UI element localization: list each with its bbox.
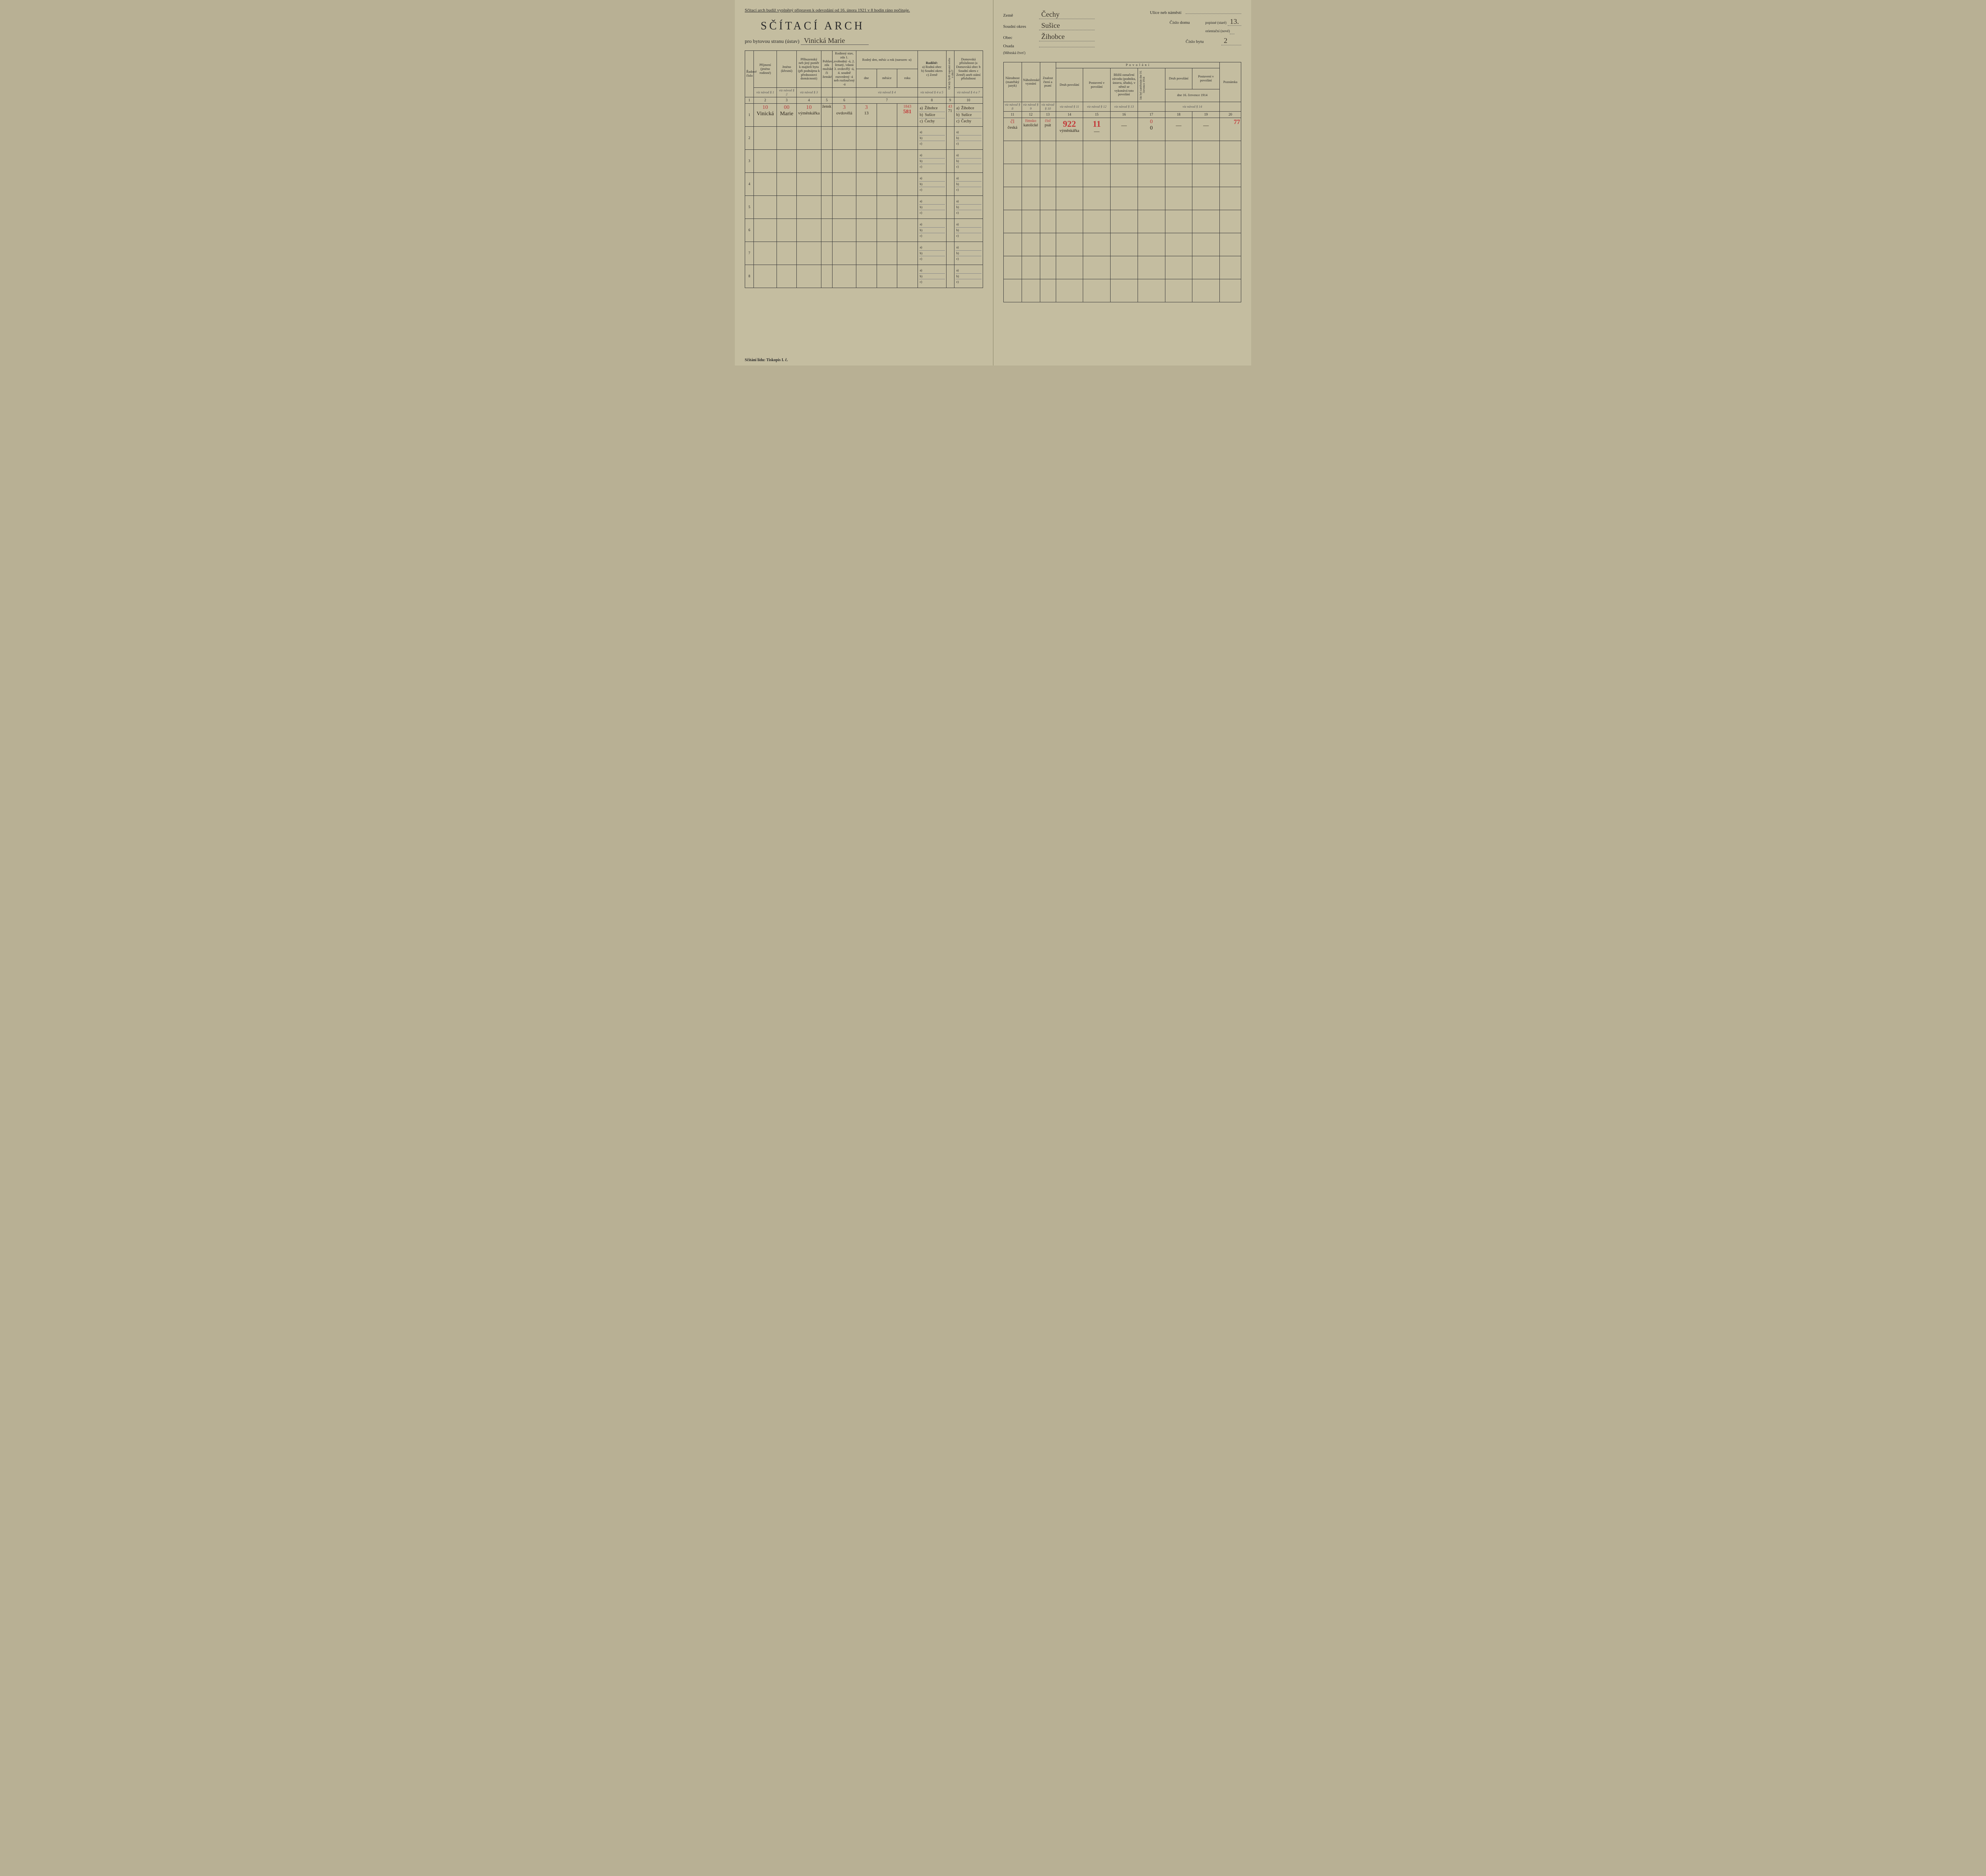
h-marital: Rodinný stav, zda 1. svobodný -á, 2. žen…	[833, 51, 856, 88]
viz-3: viz návod § 2	[777, 87, 797, 97]
h-note: Poznámka	[1220, 62, 1241, 102]
colnum-9: 9	[946, 97, 954, 103]
h-day: dne	[856, 69, 877, 87]
meta-popisne: 13.	[1228, 17, 1242, 26]
subtitle: pro bytovou stranu (ústav) Vinická Marie	[745, 37, 983, 45]
table-row: 1 10 Vinická 00 Marie	[745, 103, 983, 126]
top-instruction: Sčítací arch budiž vyplněný připraven k …	[745, 8, 983, 13]
right-page: ZeměČechy Soudní okresSušice ObecŽihobce…	[993, 0, 1252, 366]
cell-c19: —	[1192, 118, 1220, 141]
colnum-2: 2	[754, 97, 777, 103]
h-occ-pos: Postavení v povolání	[1083, 68, 1111, 102]
h-domicile: Domovská příslušnost (a Domovská obec b …	[954, 51, 983, 88]
cell-month	[877, 103, 897, 126]
h-1914-sub: dne 16. července 1914	[1165, 89, 1220, 102]
h-year: roku	[897, 69, 918, 87]
cell-home: a) Žihobce b) Sušice c) Čechy	[954, 103, 983, 126]
cell-pos: 11 —	[1083, 118, 1111, 141]
cell-sex: žensk	[821, 103, 833, 126]
viz-8: viz návod § 4 a 5	[918, 87, 946, 97]
cell-c16: —	[1111, 118, 1138, 141]
table-row	[1003, 279, 1241, 302]
meta-zeme: Čechy	[1039, 10, 1095, 19]
cell-relation: 10 výměnkářka	[797, 103, 821, 126]
table-row: 3 a)b)c) a)b)c)	[745, 149, 983, 172]
h-occ-place: Bližší označení závodu (podniku, ústavu,…	[1111, 68, 1138, 102]
meta-orientacni	[1230, 26, 1234, 34]
subtitle-value: Vinická Marie	[801, 37, 869, 45]
subtitle-prefix: pro bytovou stranu (ústav)	[745, 38, 800, 44]
table-row	[1003, 187, 1241, 210]
colnum-10: 10	[954, 97, 983, 103]
h-nationality: Národnost (mateřský jazyk)	[1003, 62, 1022, 102]
table-row: čl česká římsko katolické čísf psá	[1003, 118, 1241, 141]
cell-c18: —	[1165, 118, 1192, 141]
cell-year: 1843 581	[897, 103, 918, 126]
table-row: 5 a)b)c) a)b)c)	[745, 195, 983, 219]
h-religion: Náboženské vyznání	[1022, 62, 1040, 102]
h-occ-type: Druh povolání	[1056, 68, 1083, 102]
table-row	[1003, 256, 1241, 279]
cell-c17: 0 0	[1138, 118, 1165, 141]
h-occupation-group: P o v o l á n í	[1056, 62, 1220, 68]
colnum-7: 7	[856, 97, 918, 103]
cell-occ: 922 výměnkářka	[1056, 118, 1083, 141]
table-row	[1003, 164, 1241, 187]
viz-10: viz návod § 4 a 7	[954, 87, 983, 97]
h-firstname: Jméno (křestní)	[777, 51, 797, 88]
meta-soudni: Sušice	[1039, 21, 1095, 30]
viz-2: viz návod § 1	[754, 87, 777, 97]
h-surname: Příjmení (jméno rodinné)	[754, 51, 777, 88]
viz-4: viz návod § 3	[797, 87, 821, 97]
table-row	[1003, 210, 1241, 233]
colnum-3: 3	[777, 97, 797, 103]
viz-7: viz návod § 4	[856, 87, 918, 97]
meta-obec: Žihobce	[1039, 33, 1095, 41]
document-title: SČÍTACÍ ARCH	[761, 20, 983, 33]
census-table-left: Řadové číslo Příjmení (jméno rodinné) Jm…	[745, 50, 983, 288]
h-birthdate: Rodný den, měsíc a rok (narozen -a)	[856, 51, 918, 69]
table-row: 4 a)b)c) a)b)c)	[745, 172, 983, 195]
table-row: 7 a)b)c) a)b)c)	[745, 242, 983, 265]
cell-note: 77	[1220, 118, 1241, 141]
cell-nat: čl česká	[1003, 118, 1022, 141]
colnum-4: 4	[797, 97, 821, 103]
h-relation: Příbuzenský neb jiný poměr k majiteli by…	[797, 51, 821, 88]
cell-lit: čísf psát	[1040, 118, 1056, 141]
table-row: 8 a)b)c) a)b)c)	[745, 265, 983, 288]
cell-firstname: 00 Marie	[777, 103, 797, 126]
h-birthplace: Rodiště: a) Rodná obec b) Soudní okres c…	[918, 51, 946, 88]
table-row	[1003, 233, 1241, 256]
cell-marital: 3 ovdovělá	[833, 103, 856, 126]
h-month: měsíce	[877, 69, 897, 87]
table-row	[1003, 141, 1241, 164]
cell-since: 43 71	[946, 103, 954, 126]
cell-rel: římsko katolické	[1022, 118, 1040, 141]
colnum-6: 6	[833, 97, 856, 103]
colnum-1: 1	[745, 97, 754, 103]
h-occ2-pos: Postavení v povolání	[1192, 68, 1220, 89]
cell-day: 3 13	[856, 103, 877, 126]
colnum-8: 8	[918, 97, 946, 103]
meta-block: ZeměČechy Soudní okresSušice ObecŽihobce…	[1003, 8, 1242, 57]
h-occ2-type: Druh povolání	[1165, 68, 1192, 89]
left-page: Sčítací arch budiž vyplněný připraven k …	[735, 0, 993, 366]
census-table-right: Národnost (mateřský jazyk) Náboženské vy…	[1003, 62, 1242, 302]
row-num: 1	[745, 103, 754, 126]
cell-surname: 10 Vinická	[754, 103, 777, 126]
footer-left: Sčítání lidu: Tiskopis I. č.	[745, 358, 788, 362]
colnum-5: 5	[821, 97, 833, 103]
cell-birthplace: a) Žihobce b) Sušice c) Čechy	[918, 103, 946, 126]
h-since: Od kdy bydlí zapsaná osoba v obci?	[946, 51, 954, 97]
table-row: 6 a)b)c) a)b)c)	[745, 219, 983, 242]
table-row: 2 a)b)c) a)b)c)	[745, 126, 983, 149]
h-literacy: Znalost čtení a psaní	[1040, 62, 1056, 102]
h-sex: Pohlaví, zda mužské či ženské	[821, 51, 833, 88]
h-row-num: Řadové číslo	[745, 51, 754, 97]
meta-bytu: 2	[1221, 37, 1241, 45]
h-1914: Jak byl zaměstnán dne 16. července 1914	[1138, 68, 1165, 102]
